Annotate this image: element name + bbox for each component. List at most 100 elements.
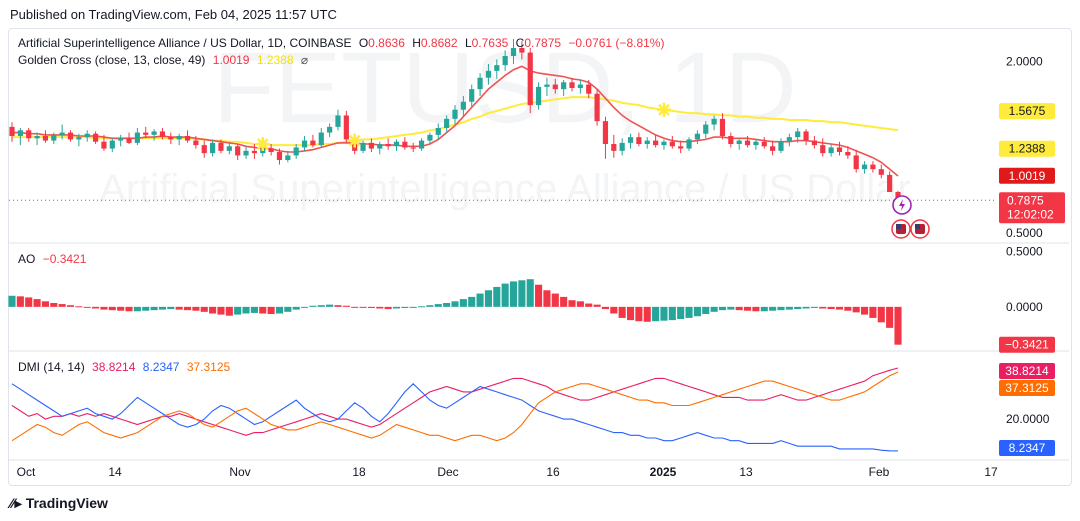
ao-bar[interactable]: [643, 306, 651, 322]
candle-down[interactable]: [343, 115, 349, 140]
candle-up[interactable]: [711, 118, 717, 125]
candle-up[interactable]: [460, 101, 466, 110]
ao-bar[interactable]: [677, 306, 685, 320]
ao-bar[interactable]: [392, 306, 401, 309]
candle-up[interactable]: [452, 109, 458, 119]
candle-down[interactable]: [895, 192, 901, 200]
ao-bar[interactable]: [459, 299, 467, 307]
candle-up[interactable]: [285, 155, 291, 160]
ao-bar[interactable]: [869, 306, 877, 318]
candle-down[interactable]: [92, 133, 99, 142]
ao-bar[interactable]: [75, 306, 83, 308]
candle-up[interactable]: [301, 140, 308, 148]
candle-up[interactable]: [134, 132, 140, 143]
ao-bar[interactable]: [819, 306, 827, 309]
ao-bar[interactable]: [309, 305, 317, 307]
candle-up[interactable]: [335, 115, 341, 127]
golden-cross-legend[interactable]: Golden Cross (close, 13, close, 49) 1.00…: [18, 53, 312, 67]
ao-bar[interactable]: [626, 306, 635, 321]
ao-bar[interactable]: [727, 306, 735, 310]
candle-down[interactable]: [276, 152, 283, 160]
candle-down[interactable]: [268, 148, 274, 152]
candle-up[interactable]: [418, 140, 425, 149]
ao-bar[interactable]: [652, 306, 660, 322]
candle-down[interactable]: [552, 84, 558, 90]
candle-up[interactable]: [795, 131, 801, 138]
ao-bar[interactable]: [426, 305, 434, 307]
ao-bar[interactable]: [250, 306, 258, 313]
ao-bar[interactable]: [117, 306, 125, 311]
candle-up[interactable]: [502, 56, 508, 66]
symbol-title[interactable]: Artificial Superintelligence Alliance / …: [18, 36, 352, 50]
ao-bar[interactable]: [526, 279, 534, 307]
ao-bar[interactable]: [668, 306, 676, 321]
candle-up[interactable]: [84, 133, 90, 138]
ao-bar[interactable]: [25, 297, 33, 307]
ao-bar[interactable]: [785, 306, 793, 310]
candle-down[interactable]: [519, 48, 525, 53]
candle-up[interactable]: [444, 118, 450, 128]
candle-up[interactable]: [619, 142, 625, 151]
ao-bar[interactable]: [209, 306, 217, 314]
candle-up[interactable]: [661, 141, 667, 146]
ao-bar[interactable]: [777, 306, 785, 311]
ao-bar[interactable]: [585, 303, 593, 307]
ao-bar[interactable]: [167, 306, 175, 310]
candle-down[interactable]: [218, 142, 224, 151]
ao-bar[interactable]: [409, 306, 417, 308]
candle-up[interactable]: [51, 134, 57, 141]
candle-up[interactable]: [427, 134, 433, 141]
candle-down[interactable]: [168, 137, 174, 140]
ao-bar[interactable]: [300, 306, 309, 308]
candle-down[interactable]: [853, 155, 859, 170]
ao-bar[interactable]: [844, 306, 852, 311]
candle-up[interactable]: [393, 141, 400, 147]
ao-bar[interactable]: [710, 306, 718, 312]
ao-bar[interactable]: [443, 302, 451, 307]
candle-up[interactable]: [535, 86, 542, 106]
ao-bar[interactable]: [317, 305, 325, 307]
candle-down[interactable]: [26, 130, 32, 139]
ao-bar[interactable]: [192, 306, 200, 311]
ao-bar[interactable]: [718, 306, 727, 311]
ao-bar[interactable]: [8, 295, 16, 307]
ao-bar[interactable]: [125, 306, 133, 312]
candle-up[interactable]: [17, 130, 23, 136]
candle-up[interactable]: [151, 131, 157, 135]
ao-bar[interactable]: [225, 306, 233, 316]
candle-up[interactable]: [318, 132, 324, 146]
candle-up[interactable]: [703, 124, 709, 134]
candle-down[interactable]: [126, 138, 132, 143]
candle-up[interactable]: [59, 132, 65, 135]
ao-bar[interactable]: [41, 301, 49, 307]
candle-up[interactable]: [577, 84, 583, 88]
candle-down[interactable]: [310, 140, 316, 146]
candle-up[interactable]: [243, 150, 249, 156]
ao-bar[interactable]: [794, 306, 802, 310]
ao-bar[interactable]: [183, 306, 192, 311]
ao-bar[interactable]: [827, 306, 835, 310]
ao-bar[interactable]: [635, 306, 643, 322]
candle-up[interactable]: [627, 137, 634, 143]
ao-bar[interactable]: [518, 280, 526, 307]
ao-bar[interactable]: [501, 283, 509, 307]
candle-up[interactable]: [176, 136, 182, 140]
tradingview-footer[interactable]: ⁄⁄▸ TradingView: [10, 495, 108, 512]
ao-bar[interactable]: [100, 306, 108, 310]
candle-up[interactable]: [485, 70, 492, 78]
ao-bar[interactable]: [175, 306, 183, 310]
ao-bar[interactable]: [92, 306, 100, 309]
ao-bar[interactable]: [685, 306, 693, 318]
ao-bar[interactable]: [259, 306, 267, 314]
candle-down[interactable]: [159, 131, 166, 138]
ao-bar[interactable]: [234, 306, 242, 315]
candle-up[interactable]: [644, 140, 650, 144]
ao-bar[interactable]: [401, 306, 409, 308]
ao-bar[interactable]: [50, 302, 58, 307]
candle-up[interactable]: [76, 137, 82, 140]
candle-down[interactable]: [235, 146, 241, 156]
candle-up[interactable]: [561, 82, 567, 90]
candle-down[interactable]: [820, 145, 826, 154]
candle-up[interactable]: [226, 146, 232, 151]
